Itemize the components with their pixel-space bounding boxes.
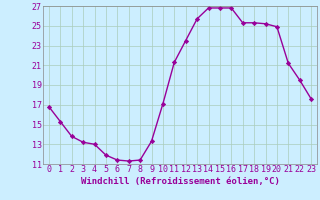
X-axis label: Windchill (Refroidissement éolien,°C): Windchill (Refroidissement éolien,°C): [81, 177, 279, 186]
